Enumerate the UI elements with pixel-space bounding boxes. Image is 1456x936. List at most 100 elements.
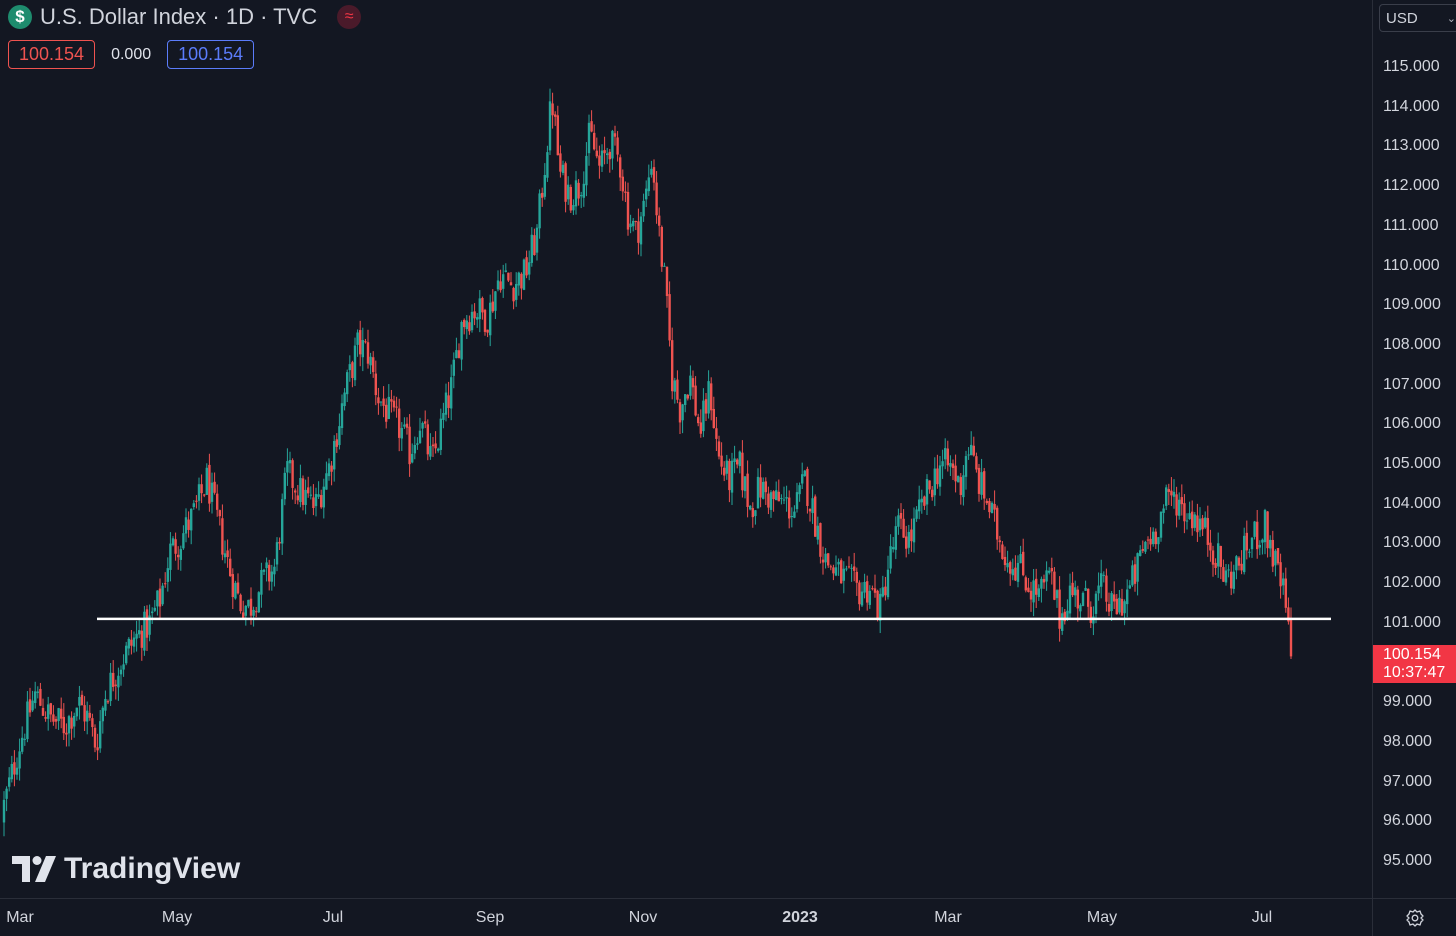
candle-body [598,155,601,166]
candle-body [174,539,177,554]
candle-body [252,609,255,616]
candle-body [1061,613,1064,631]
candle-body [333,440,336,470]
candle-body [273,566,276,575]
candle-body [684,394,687,405]
axis-settings[interactable] [1372,898,1456,936]
candle-body [356,332,359,345]
candle-body [434,443,437,449]
bar-countdown: 10:37:47 [1383,664,1446,682]
candle-body [801,474,804,484]
close-value: 100.154 [167,40,255,69]
candle-body [1032,580,1035,603]
candle-body [262,569,266,572]
price-tick: 98.000 [1383,732,1432,750]
candle-body [260,570,263,595]
time-axis[interactable]: Mar May Jul Sep Nov 2023 Mar May Jul [0,898,1372,936]
candle-body [551,103,554,116]
candle-body [938,465,942,487]
candle-body [1230,571,1233,589]
candle-body [858,582,861,605]
candle-body [340,403,344,429]
candle-body [723,467,726,476]
candlestick-chart[interactable] [0,0,1372,898]
candle-body [457,350,461,358]
candle-body [1276,548,1280,564]
change-value: 0.000 [111,45,152,63]
candle-body [603,150,606,154]
candle-body [621,176,624,192]
candle-body [476,317,479,320]
candle-body [749,505,752,510]
candle-body [109,672,112,702]
price-tick: 110.000 [1383,256,1440,274]
candle-body [681,404,684,421]
candle-body [546,152,549,178]
candle-body [447,395,450,408]
chart-plot-area[interactable]: $ U.S. Dollar Index · 1D · TVC ≈ 100.154… [0,0,1372,898]
candle-body [1222,567,1225,582]
candle-body [619,157,622,178]
symbol-title[interactable]: U.S. Dollar Index · 1D · TVC [40,4,318,29]
candle-body [265,562,268,569]
candle-body [169,543,172,570]
currency-selector[interactable]: USD ⌄ [1379,4,1456,32]
candle-body [754,510,757,517]
candle-body [450,377,453,409]
chevron-down-icon: ⌄ [1446,12,1456,25]
time-tick: Jul [322,909,344,926]
candle-body [1006,563,1009,568]
candle-body [28,699,32,713]
candle-body [1113,594,1116,602]
candle-body [585,155,588,186]
candle-body [119,669,123,675]
wave-icon[interactable]: ≈ [337,5,362,29]
candle-body [1224,570,1228,583]
candle-body [894,526,897,550]
candle-body [967,454,970,456]
candle-body [114,684,117,686]
candle-body [325,473,328,490]
candle-body [10,763,13,780]
candle-body [291,460,294,488]
settings-icon[interactable] [1405,908,1425,928]
candle-body [1141,548,1144,551]
candle-body [80,694,84,706]
price-axis[interactable]: USD ⌄ 115.000 114.000 113.000 112.000 111.00… [1372,0,1456,898]
candle-body [767,493,770,508]
candle-body [1014,567,1017,581]
candle-body [460,321,463,360]
candle-body [988,501,991,513]
candle-body [902,518,905,538]
candle-body [543,174,546,197]
candle-body [104,698,107,711]
candle-body [697,417,700,424]
candle-body [470,311,474,331]
dollar-icon[interactable]: $ [8,5,32,29]
tradingview-logo[interactable]: TradingView [12,852,240,886]
candle-body [1201,518,1204,530]
candle-body [275,542,279,565]
brand-name: TradingView [64,852,241,885]
price-tick: 109.000 [1383,296,1441,314]
candle-body [130,639,133,646]
candle-body [1076,589,1079,609]
candle-body [234,582,237,599]
candle-body [49,703,52,715]
candle-body [1289,619,1293,657]
candle-body [998,540,1001,543]
candle-body [702,400,705,432]
candle-body [808,508,812,512]
candle-body [590,121,593,132]
candle-body [777,491,780,502]
candle-body [164,583,167,585]
candle-body [18,751,21,769]
candle-body [556,115,559,156]
candle-body [41,707,45,716]
candle-body [829,566,832,568]
time-tick: May [161,909,193,926]
candle-body [923,496,926,506]
candle-body [717,441,721,457]
candle-body [746,473,749,507]
candle-body [1139,550,1142,556]
